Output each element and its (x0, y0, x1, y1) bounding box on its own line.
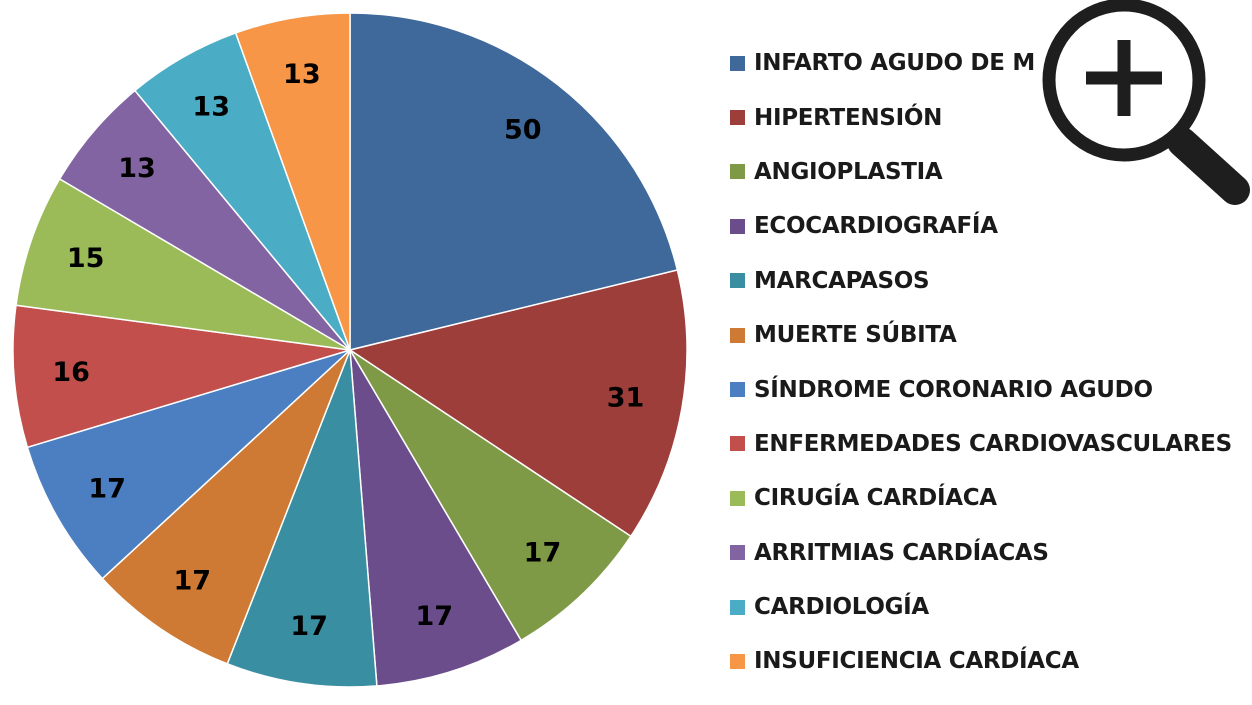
pie-slice (349, 12, 679, 351)
legend-swatch (730, 164, 745, 180)
pie-data-label: 13 (192, 92, 230, 123)
pie-data-label: 15 (67, 243, 105, 274)
pie-slice (26, 349, 351, 580)
legend-label: MARCAPASOS (754, 267, 930, 294)
legend-item: INSUFICIENCIA CARDÍACA (730, 634, 1252, 688)
pie-data-label: 31 (607, 383, 645, 414)
legend-label: INSUFICIENCIA CARDÍACA (754, 648, 1079, 675)
legend-label: ANGIOPLASTIA (754, 158, 943, 185)
pie-slice (349, 349, 632, 642)
pie-slice (226, 349, 378, 688)
legend-swatch (730, 218, 745, 234)
legend-item: ENFERMEDADES CARDIOVASCULARES (730, 417, 1252, 471)
legend-swatch (730, 436, 745, 452)
legend-label: ARRITMIAS CARDÍACAS (754, 539, 1049, 566)
pie-data-label: 13 (118, 153, 156, 184)
pie-data-label: 17 (174, 566, 212, 597)
legend-swatch (730, 653, 745, 669)
pie-data-label: 50 (504, 114, 542, 145)
legend-item: CARDIOLOGÍA (730, 580, 1252, 634)
pie-chart-svg: 50 31 17 17 17 17 17 16 15 13 13 13 (12, 12, 688, 688)
legend-item: HIPERTENSIÓN (730, 90, 1252, 144)
legend-label: ENFERMEDADES CARDIOVASCULARES (754, 430, 1232, 457)
legend-swatch (730, 599, 745, 615)
pie-slices (12, 12, 688, 688)
legend-item: SÍNDROME CORONARIO AGUDO (730, 362, 1252, 416)
chart-legend: INFARTO AGUDO DE M HIPERTENSIÓN ANGIOPLA… (730, 36, 1252, 689)
pie-data-label: 17 (416, 601, 454, 632)
zoom-in-button[interactable] (1040, 0, 1252, 212)
pie-slice (12, 304, 351, 449)
legend-item: MUERTE SÚBITA (730, 308, 1252, 362)
pie-data-label: 16 (52, 357, 90, 388)
legend-swatch (730, 55, 745, 71)
legend-item: INFARTO AGUDO DE M (730, 36, 1252, 90)
pie-slice (234, 12, 351, 351)
legend-label: INFARTO AGUDO DE M (754, 50, 1035, 77)
pie-data-label: 17 (88, 473, 126, 504)
legend-item: ANGIOPLASTIA (730, 145, 1252, 199)
legend-item: MARCAPASOS (730, 254, 1252, 308)
pie-slice (348, 269, 688, 538)
pie-data-label: 17 (290, 611, 328, 642)
pie-slice (15, 177, 351, 351)
legend-item: ECOCARDIOGRAFÍA (730, 199, 1252, 253)
legend-swatch (730, 382, 745, 398)
legend-swatch (730, 490, 745, 506)
pie-slice (101, 349, 351, 665)
pie-data-labels: 50 31 17 17 17 17 17 16 15 13 13 13 (52, 59, 644, 642)
legend-swatch (730, 110, 745, 126)
legend-label: CARDIOLOGÍA (754, 594, 929, 621)
legend-label: HIPERTENSIÓN (754, 104, 943, 131)
legend-item: ARRITMIAS CARDÍACAS (730, 526, 1252, 580)
legend-label: MUERTE SÚBITA (754, 322, 957, 349)
pie-data-label: 13 (283, 59, 321, 90)
pie-slice (349, 349, 523, 687)
zoom-in-icon (1042, 0, 1250, 205)
legend-label: ECOCARDIOGRAFÍA (754, 213, 998, 240)
legend-item: CIRUGÍA CARDÍACA (730, 471, 1252, 525)
legend-swatch (730, 273, 745, 289)
legend-swatch (730, 327, 745, 343)
legend-label: SÍNDROME CORONARIO AGUDO (754, 376, 1153, 403)
legend-label: CIRUGÍA CARDÍACA (754, 485, 997, 512)
pie-data-label: 17 (524, 537, 562, 568)
legend-swatch (730, 545, 745, 561)
